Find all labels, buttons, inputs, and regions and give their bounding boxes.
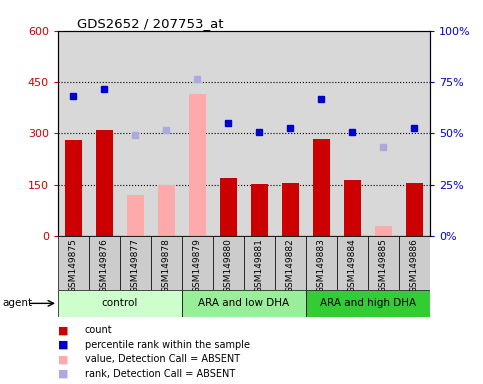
Bar — [337, 236, 368, 290]
Text: ■: ■ — [58, 369, 69, 379]
Bar — [213, 236, 244, 290]
Text: GSM149881: GSM149881 — [255, 238, 264, 293]
Bar — [406, 183, 423, 236]
Text: value, Detection Call = ABSENT: value, Detection Call = ABSENT — [85, 354, 240, 364]
Text: count: count — [85, 325, 112, 335]
Bar — [368, 236, 399, 290]
Bar — [220, 178, 237, 236]
Text: GSM149885: GSM149885 — [379, 238, 388, 293]
Bar — [151, 236, 182, 290]
Text: ARA and low DHA: ARA and low DHA — [199, 298, 289, 308]
Bar — [399, 236, 430, 290]
Bar — [344, 180, 361, 236]
Text: ■: ■ — [58, 340, 69, 350]
Text: GSM149880: GSM149880 — [224, 238, 233, 293]
Text: agent: agent — [2, 298, 32, 308]
Text: GSM149875: GSM149875 — [69, 238, 78, 293]
Text: GSM149884: GSM149884 — [348, 238, 357, 293]
Text: GSM149877: GSM149877 — [131, 238, 140, 293]
Text: percentile rank within the sample: percentile rank within the sample — [85, 340, 250, 350]
Bar — [313, 139, 330, 236]
Bar — [251, 184, 268, 236]
Text: ■: ■ — [58, 325, 69, 335]
Text: GSM149882: GSM149882 — [286, 238, 295, 293]
Text: GSM149886: GSM149886 — [410, 238, 419, 293]
Bar — [89, 236, 120, 290]
Text: control: control — [102, 298, 138, 308]
Text: ■: ■ — [58, 354, 69, 364]
Bar — [189, 94, 206, 236]
Bar — [96, 130, 113, 236]
Text: GSM149878: GSM149878 — [162, 238, 171, 293]
Bar — [65, 140, 82, 236]
Bar — [282, 183, 299, 236]
Text: GSM149879: GSM149879 — [193, 238, 202, 293]
Bar — [182, 290, 306, 317]
Text: ARA and high DHA: ARA and high DHA — [320, 298, 416, 308]
Bar — [306, 290, 430, 317]
Bar — [306, 236, 337, 290]
Text: GDS2652 / 207753_at: GDS2652 / 207753_at — [77, 17, 223, 30]
Bar — [375, 226, 392, 236]
Bar — [120, 236, 151, 290]
Text: rank, Detection Call = ABSENT: rank, Detection Call = ABSENT — [85, 369, 235, 379]
Bar — [182, 236, 213, 290]
Bar — [244, 236, 275, 290]
Text: GSM149876: GSM149876 — [100, 238, 109, 293]
Text: GSM149883: GSM149883 — [317, 238, 326, 293]
Bar — [58, 236, 89, 290]
Bar — [158, 185, 175, 236]
Bar — [275, 236, 306, 290]
Bar — [58, 290, 182, 317]
Bar — [127, 195, 144, 236]
